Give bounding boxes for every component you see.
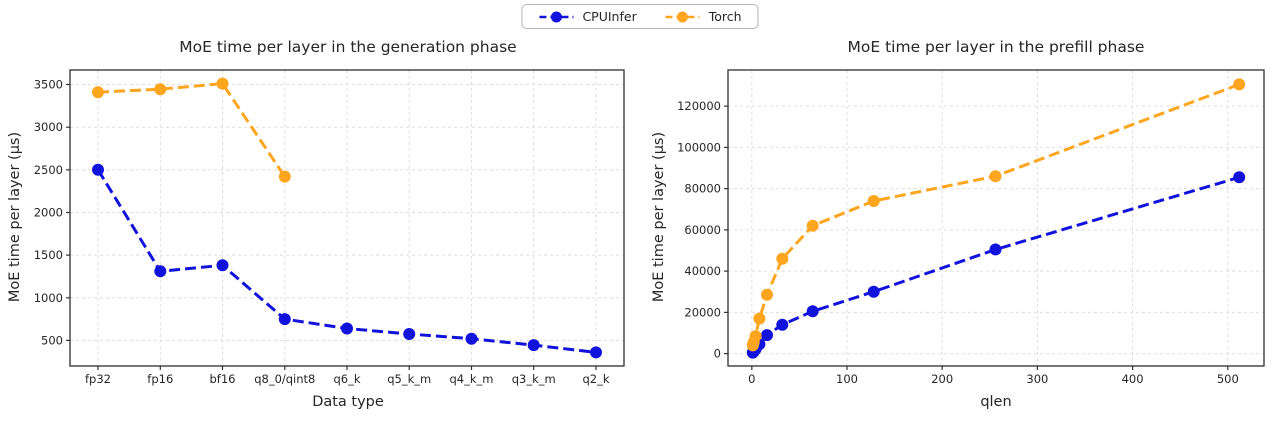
generation-chart-title: MoE time per layer in the generation pha…	[179, 38, 517, 56]
data-point-cpuinfer	[278, 313, 291, 326]
legend-label-cpuinfer: CPUInfer	[582, 9, 637, 24]
y-tick-label: 2000	[34, 206, 63, 220]
data-point-cpuinfer	[989, 243, 1002, 256]
legend-marker-torch	[665, 11, 700, 22]
plot-frame	[69, 69, 625, 367]
y-tick-label: 80000	[684, 182, 721, 196]
y-tick-label: 20000	[684, 305, 721, 319]
data-point-cpuinfer	[776, 318, 789, 331]
x-tick-label: q4_k_m	[450, 372, 494, 386]
legend-dot-icon	[550, 11, 562, 22]
x-tick-label: fp16	[147, 372, 173, 386]
data-point-cpuinfer	[527, 339, 540, 352]
x-tick-label: q3_k_m	[512, 372, 556, 386]
x-tick-label: bf16	[210, 372, 236, 386]
legend-marker-cpuinfer	[539, 11, 574, 22]
data-point-cpuinfer	[216, 259, 229, 272]
data-point-cpuinfer	[341, 322, 353, 335]
x-tick-label: q8_0/qint8	[254, 372, 315, 386]
x-tick-label: 200	[931, 372, 953, 386]
data-point-cpuinfer	[590, 346, 602, 359]
y-tick-label: 0	[714, 347, 721, 361]
data-point-cpuinfer	[154, 265, 167, 278]
data-point-torch	[749, 330, 762, 343]
prefill-chart: MoE time per layer in the prefill phase …	[640, 34, 1280, 416]
x-tick-label: 300	[1026, 372, 1048, 386]
data-point-torch	[776, 252, 789, 265]
data-point-torch	[989, 170, 1002, 183]
x-tick-label: fp32	[85, 372, 111, 386]
y-tick-label: 2500	[34, 163, 63, 177]
legend: CPUInfer Torch	[521, 4, 759, 29]
data-point-cpuinfer	[92, 163, 104, 176]
data-point-torch	[1233, 78, 1246, 91]
legend-label-torch: Torch	[708, 9, 742, 24]
plot-frame	[727, 69, 1265, 367]
y-tick-label: 3000	[34, 120, 63, 134]
x-tick-label: 0	[748, 372, 755, 386]
data-point-torch	[216, 77, 229, 90]
y-tick-label: 1000	[34, 291, 63, 305]
data-point-torch	[753, 312, 766, 325]
data-point-torch	[867, 195, 880, 207]
y-tick-label: 500	[41, 333, 63, 347]
y-tick-label: 1500	[34, 248, 63, 262]
data-point-cpuinfer	[403, 328, 416, 340]
generation-chart: MoE time per layer in the generation pha…	[0, 34, 640, 416]
data-point-cpuinfer	[761, 329, 773, 342]
x-tick-label: q6_k	[333, 372, 360, 386]
data-point-torch	[761, 288, 773, 301]
y-tick-label: 100000	[677, 140, 721, 154]
y-tick-label: 3500	[34, 78, 63, 92]
x-tick-label: q2_k	[582, 372, 609, 386]
data-point-torch	[278, 170, 291, 183]
data-point-cpuinfer	[465, 332, 478, 345]
prefill-x-axis-label: qlen	[980, 394, 1012, 410]
prefill-chart-title: MoE time per layer in the prefill phase	[847, 38, 1145, 56]
data-point-torch	[154, 83, 167, 96]
prefill-plot-area: 0 100 200 300 400 500 0 20000 40000 60000 80000 100…	[677, 69, 1265, 386]
data-point-cpuinfer	[806, 305, 819, 318]
generation-x-axis-label: Data type	[312, 394, 384, 410]
charts-row: MoE time per layer in the generation pha…	[0, 34, 1280, 416]
y-tick-label: 40000	[684, 264, 721, 278]
y-tick-label: 120000	[677, 99, 721, 113]
y-tick-label: 60000	[684, 223, 721, 237]
x-tick-label: 500	[1217, 372, 1239, 386]
x-tick-label: 100	[836, 372, 858, 386]
generation-plot-area: fp32 fp16 bf16 q8_0/qint8 q6_k q5_k_m q4_k_m q3…	[34, 69, 625, 386]
data-point-torch	[92, 86, 104, 99]
legend-dot-icon	[677, 11, 689, 22]
legend-item-torch[interactable]: Torch	[665, 9, 742, 24]
legend-item-cpuinfer[interactable]: CPUInfer	[538, 9, 637, 24]
data-point-torch	[806, 219, 819, 232]
series-line-torch	[97, 82, 287, 178]
x-tick-label: q5_k_m	[387, 372, 431, 386]
series-line-cpuinfer	[751, 175, 1240, 354]
data-point-cpuinfer	[1233, 171, 1246, 184]
x-tick-label: 400	[1122, 372, 1144, 386]
data-point-cpuinfer	[867, 285, 880, 298]
